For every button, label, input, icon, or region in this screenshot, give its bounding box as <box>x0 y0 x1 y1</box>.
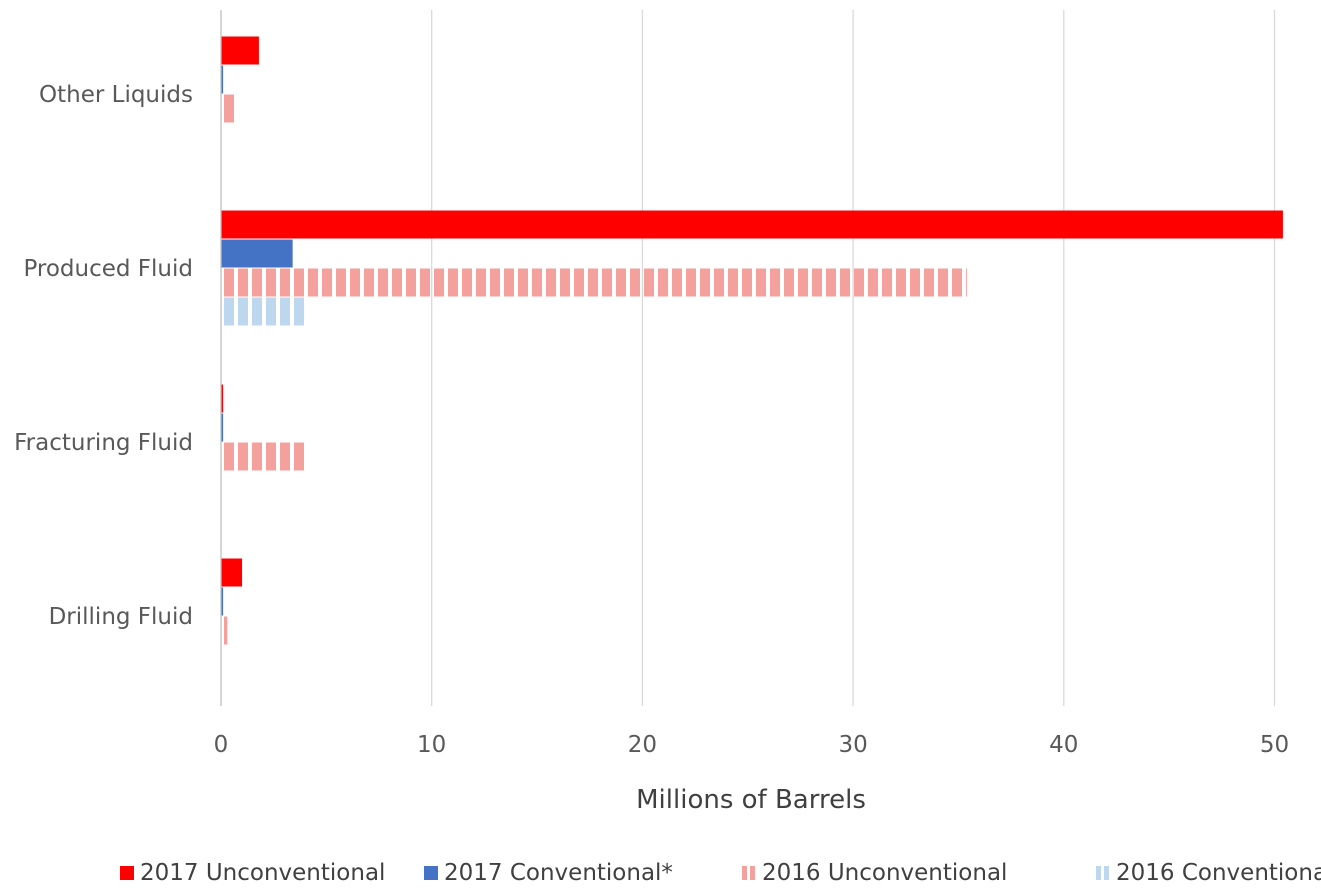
category-label-drilling-fluid: Drilling Fluid <box>49 604 193 630</box>
bar-produced-fluid-2016-unconventional <box>221 269 967 297</box>
category-label-other-liquids: Other Liquids <box>39 82 193 108</box>
bar-drilling-fluid-2016-unconventional <box>221 617 227 645</box>
x-tick-label-20: 20 <box>628 732 657 758</box>
x-tick-label-40: 40 <box>1049 732 1078 758</box>
legend-item-2016-unconventional: 2016 Unconventional <box>742 860 1007 886</box>
bar-fracturing-fluid-2016-unconventional <box>221 443 305 471</box>
x-tick-label-50: 50 <box>1260 732 1289 758</box>
legend-swatch-2017-unconventional <box>120 866 134 880</box>
x-tick-label-0: 0 <box>214 732 229 758</box>
bar-other-liquids-2016-unconventional <box>221 95 236 123</box>
legend-label-2016-conventional: 2016 Conventional <box>1116 860 1321 886</box>
bars <box>221 37 1283 674</box>
category-label-fracturing-fluid: Fracturing Fluid <box>14 430 193 456</box>
x-tick-label-10: 10 <box>417 732 446 758</box>
legend-swatch-2017-conventional <box>424 866 438 880</box>
x-tick-labels: 0 10 20 30 40 50 <box>214 732 1289 758</box>
legend-swatch-2016-unconventional <box>742 866 756 880</box>
legend-label-2017-unconventional: 2017 Unconventional <box>140 860 385 886</box>
bar-other-liquids-2017-unconventional <box>221 37 259 65</box>
legend: 2017 Unconventional 2017 Conventional* 201… <box>0 860 1321 890</box>
category-labels: Other Liquids Produced Fluid Fracturing Fl… <box>14 82 193 630</box>
bar-produced-fluid-2017-conventional <box>221 240 293 268</box>
x-tick-label-30: 30 <box>838 732 867 758</box>
legend-item-2017-unconventional: 2017 Unconventional <box>120 860 385 886</box>
legend-label-2016-unconventional: 2016 Unconventional <box>762 860 1007 886</box>
bar-produced-fluid-2017-unconventional <box>221 211 1283 239</box>
legend-item-2016-conventional: 2016 Conventional <box>1096 860 1321 886</box>
gridlines <box>432 10 1275 706</box>
legend-swatch-2016-conventional <box>1096 866 1110 880</box>
legend-label-2017-conventional: 2017 Conventional* <box>444 860 673 886</box>
bar-drilling-fluid-2017-unconventional <box>221 559 242 587</box>
legend-item-2017-conventional: 2017 Conventional* <box>424 860 673 886</box>
category-label-produced-fluid: Produced Fluid <box>23 256 193 282</box>
bar-produced-fluid-2016-conventional <box>221 298 305 326</box>
x-axis-label: Millions of Barrels <box>636 785 866 815</box>
